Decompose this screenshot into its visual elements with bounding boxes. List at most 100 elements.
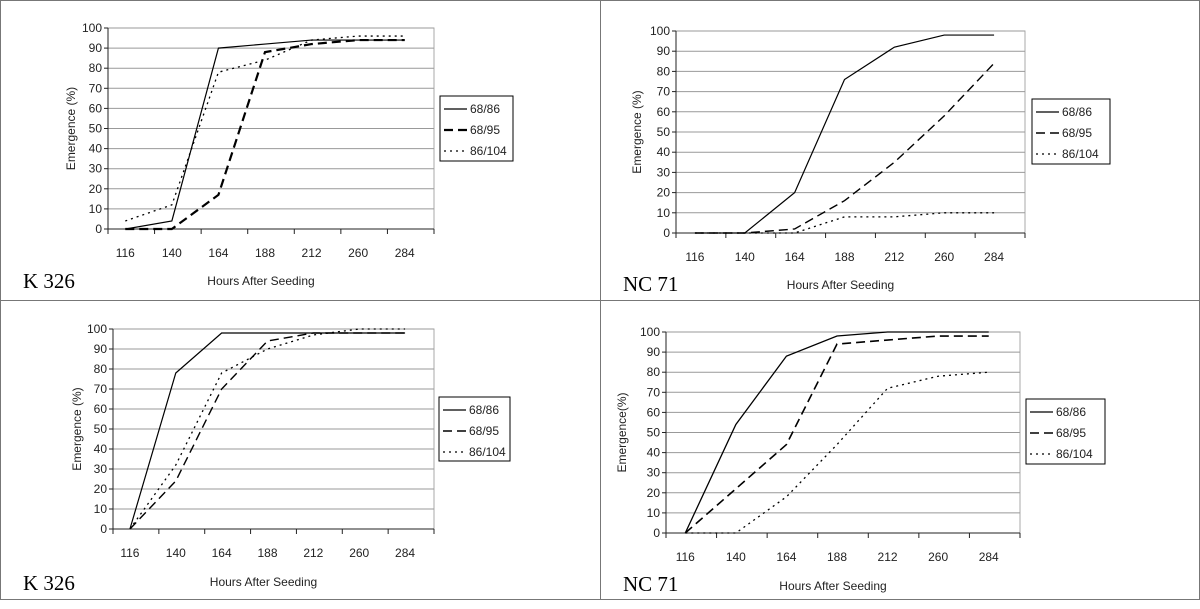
legend-label: 68/95: [1056, 426, 1086, 440]
x-tick-label: 140: [166, 546, 186, 560]
chart-panel-k326-top: 0 10 20 30 40 50 60 70 80 90 100 116 140 164 188 212 260…: [0, 0, 601, 301]
y-tick-label: 40: [647, 446, 661, 460]
x-tick-label: 140: [162, 246, 182, 260]
y-tick-label: 70: [657, 85, 671, 99]
x-tick-label: 212: [302, 246, 322, 260]
cultivar-label: K 326: [23, 571, 75, 595]
y-tick-label: 70: [94, 382, 108, 396]
x-tick-label: 260: [349, 546, 369, 560]
y-tick-label: 50: [89, 122, 103, 136]
legend-label: 68/95: [470, 123, 500, 137]
y-tick-label: 50: [657, 125, 671, 139]
x-tick-label: 164: [776, 550, 796, 564]
x-tick-label: 140: [735, 250, 755, 264]
y-tick-label: 20: [89, 182, 103, 196]
y-tick-label: 70: [89, 81, 103, 95]
y-tick-label: 90: [647, 345, 661, 359]
x-tick-label: 164: [208, 246, 228, 260]
x-tick-label: 284: [395, 546, 415, 560]
y-tick-label: 90: [657, 44, 671, 58]
y-tick-label: 80: [647, 365, 661, 379]
chart-panel-nc71-bottom: 0 10 20 30 40 50 60 70 80 90 100 116 140 164 188 212 260…: [600, 300, 1200, 600]
chart-panel-nc71-top: 0 10 20 30 40 50 60 70 80 90 100 116 140 164 188 212 260…: [600, 0, 1200, 301]
legend-label: 68/86: [470, 102, 500, 116]
y-tick-label: 60: [647, 405, 661, 419]
series-line-68-86: [125, 39, 405, 230]
legend-box: [439, 95, 514, 162]
x-axis-label: Hours After Seeding: [210, 575, 317, 589]
legend-label: 86/104: [469, 445, 506, 459]
y-tick-label: 60: [94, 402, 108, 416]
y-tick-label: 0: [95, 222, 102, 236]
legend-label: 68/95: [1062, 126, 1092, 140]
y-tick-label: 50: [647, 426, 661, 440]
legend-label: 68/86: [1056, 405, 1086, 419]
x-tick-label: 260: [934, 250, 954, 264]
series-line-68-95: [684, 335, 989, 534]
x-tick-label: 212: [878, 550, 898, 564]
cultivar-label: K 326: [23, 269, 75, 293]
legend-box: [1025, 398, 1106, 465]
series-line-68-86: [684, 331, 989, 534]
legend-label: 68/95: [469, 424, 499, 438]
y-tick-label: 40: [89, 142, 103, 156]
x-axis-label: Hours After Seeding: [779, 579, 886, 593]
x-tick-label: 116: [120, 546, 139, 560]
x-tick-label: 116: [685, 250, 704, 264]
y-tick-label: 30: [89, 162, 103, 176]
x-tick-label: 284: [979, 550, 999, 564]
legend-label: 68/86: [469, 403, 499, 417]
y-tick-label: 20: [647, 486, 661, 500]
legend-label: 68/86: [1062, 105, 1092, 119]
chart-panel-k326-bottom: 0 10 20 30 40 50 60 70 80 90 100 116 140 164 188 212 260…: [0, 300, 601, 600]
series-line-68-95: [125, 38, 405, 231]
x-tick-label: 188: [255, 246, 275, 260]
series-line-86-104: [125, 35, 405, 222]
x-tick-label: 284: [984, 250, 1004, 264]
series-line-86-104: [694, 212, 995, 234]
y-axis-label: Emergence (%): [630, 90, 644, 173]
x-axis-label: Hours After Seeding: [207, 274, 314, 288]
y-tick-label: 40: [657, 145, 671, 159]
y-tick-label: 0: [100, 522, 107, 536]
y-tick-label: 30: [657, 165, 671, 179]
y-tick-label: 70: [647, 385, 661, 399]
y-tick-label: 0: [663, 226, 670, 240]
y-tick-label: 60: [89, 101, 103, 115]
x-tick-label: 188: [257, 546, 277, 560]
y-tick-label: 50: [94, 422, 108, 436]
legend-box: [438, 396, 511, 462]
y-tick-label: 20: [94, 482, 108, 496]
y-tick-label: 10: [647, 506, 661, 520]
series-line-86-104: [685, 371, 989, 534]
y-axis-label: Emergence (%): [64, 87, 78, 170]
x-tick-label: 164: [212, 546, 232, 560]
y-tick-label: 100: [87, 322, 107, 336]
y-tick-label: 100: [650, 24, 670, 38]
legend-label: 86/104: [1056, 447, 1093, 461]
y-axis-label: Emergence (%): [70, 387, 84, 470]
x-tick-label: 212: [884, 250, 904, 264]
y-tick-label: 10: [89, 202, 103, 216]
y-tick-label: 40: [94, 442, 108, 456]
x-tick-label: 116: [676, 550, 695, 564]
y-axis-label: Emergence(%): [615, 392, 629, 472]
cultivar-label: NC 71: [623, 272, 678, 296]
legend-box: [1031, 98, 1111, 165]
y-tick-label: 0: [653, 526, 660, 540]
x-tick-label: 284: [395, 246, 415, 260]
y-tick-label: 100: [82, 21, 102, 35]
y-tick-label: 30: [94, 462, 108, 476]
y-tick-label: 90: [94, 342, 108, 356]
y-tick-label: 30: [647, 466, 661, 480]
series-line-86-104: [129, 328, 406, 530]
y-tick-label: 80: [94, 362, 108, 376]
y-tick-label: 100: [640, 325, 660, 339]
y-tick-label: 90: [89, 41, 103, 55]
x-tick-label: 164: [785, 250, 805, 264]
x-tick-label: 212: [303, 546, 323, 560]
y-tick-label: 10: [657, 206, 671, 220]
y-tick-label: 20: [657, 186, 671, 200]
y-tick-label: 10: [94, 502, 108, 516]
y-tick-label: 80: [657, 64, 671, 78]
